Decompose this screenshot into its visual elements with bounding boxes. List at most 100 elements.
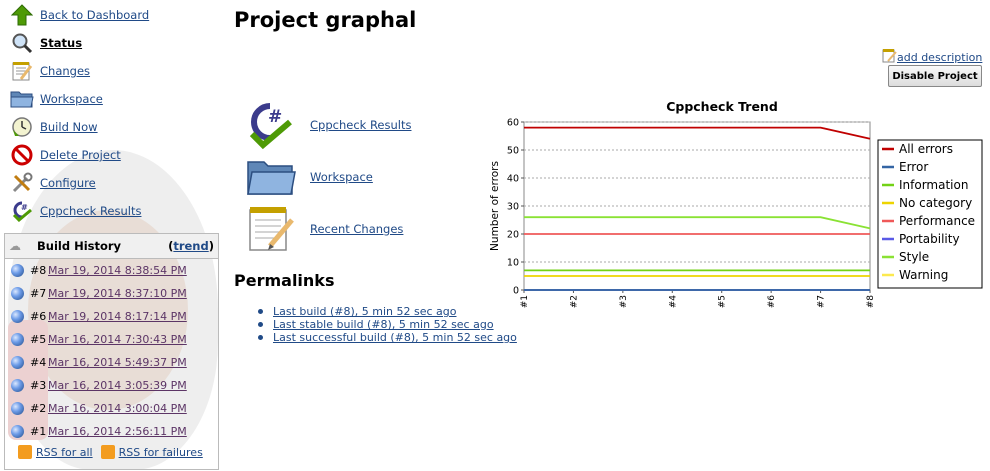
task-configure[interactable]: Configure <box>10 171 96 195</box>
main-link-workspace[interactable]: Workspace <box>246 152 373 202</box>
build-date-link[interactable]: Mar 19, 2014 8:38:54 PM <box>48 264 187 277</box>
y-tick-label: 30 <box>507 202 519 213</box>
build-date-link[interactable]: Mar 16, 2014 3:05:39 PM <box>48 379 187 392</box>
cppcheck-trend-chart: Cppcheck Trend 0 10 20 30 40 50 60 Number of err… <box>484 96 984 316</box>
legend-box <box>877 139 983 289</box>
build-row: #1 Mar 16, 2014 2:56:11 PM <box>5 420 218 443</box>
permalink-last-stable-build[interactable]: Last stable build (#8), 5 min 52 sec ago <box>273 318 494 331</box>
legend-entry: Warning <box>899 268 948 282</box>
rss-icon <box>18 445 32 459</box>
blue-ball-icon[interactable] <box>11 402 24 415</box>
build-row: #8 Mar 19, 2014 8:38:54 PM <box>5 259 218 282</box>
task-workspace[interactable]: Workspace <box>10 87 103 111</box>
y-tick-label: 10 <box>507 258 519 269</box>
task-cppcheck-results[interactable]: # Cppcheck Results <box>10 199 141 223</box>
svg-text:#: # <box>21 203 28 212</box>
blue-ball-icon[interactable] <box>11 310 24 323</box>
magnifier-icon <box>10 31 34 55</box>
trend-chart-svg: Cppcheck Trend 0 10 20 30 40 50 60 Number of err… <box>489 99 983 309</box>
build-date-link[interactable]: Mar 16, 2014 3:00:04 PM <box>48 402 187 415</box>
cppcheck-icon: # <box>10 199 34 223</box>
task-delete-project[interactable]: Delete Project <box>10 143 121 167</box>
blue-ball-icon[interactable] <box>11 379 24 392</box>
main-link-label[interactable]: Cppcheck Results <box>310 118 412 132</box>
x-tick-label: #3 <box>619 295 629 308</box>
permalink-last-successful-build[interactable]: Last successful build (#8), 5 min 52 sec… <box>273 331 517 344</box>
disable-project-button[interactable]: Disable Project <box>888 65 982 87</box>
x-tick-label: #5 <box>718 295 728 308</box>
y-tick-label: 0 <box>513 286 519 297</box>
build-history-header: ☁ Build History (trend) <box>5 234 218 259</box>
y-axis-label: Number of errors <box>489 161 501 251</box>
cppcheck-icon: # <box>246 100 296 150</box>
legend-entry: Performance <box>899 214 975 228</box>
notepad-icon <box>10 59 34 83</box>
blue-ball-icon[interactable] <box>11 333 24 346</box>
x-tick-label: #4 <box>668 295 678 309</box>
task-label[interactable]: Configure <box>40 176 96 190</box>
x-tick-label: #2 <box>569 295 579 308</box>
x-tick-label: #1 <box>520 295 530 308</box>
notepad-icon <box>882 48 897 66</box>
trend-link[interactable]: trend <box>173 239 209 253</box>
blue-ball-icon[interactable] <box>11 287 24 300</box>
task-label[interactable]: Build Now <box>40 120 98 134</box>
legend-entry: No category <box>899 196 972 210</box>
build-date-link[interactable]: Mar 16, 2014 5:49:37 PM <box>48 356 187 369</box>
permalink-item: Last build (#8), 5 min 52 sec ago <box>258 305 517 318</box>
task-label[interactable]: Delete Project <box>40 148 121 162</box>
folder-icon <box>246 152 296 202</box>
add-description[interactable]: add description <box>882 48 982 66</box>
build-history-panel: ☁ Build History (trend) #8 Mar 19, 2014 … <box>4 233 219 470</box>
build-row: #2 Mar 16, 2014 3:00:04 PM <box>5 397 218 420</box>
task-label[interactable]: Back to Dashboard <box>40 8 150 22</box>
blue-ball-icon[interactable] <box>11 425 24 438</box>
chart-title: Cppcheck Trend <box>666 99 778 114</box>
tools-icon <box>10 171 34 195</box>
legend-entry: Style <box>899 250 929 264</box>
permalink-item: Last stable build (#8), 5 min 52 sec ago <box>258 318 517 331</box>
build-date-link[interactable]: Mar 19, 2014 8:17:14 PM <box>48 310 187 323</box>
build-row: #5 Mar 16, 2014 7:30:43 PM <box>5 328 218 351</box>
task-label[interactable]: Cppcheck Results <box>40 204 142 218</box>
trend-wrapper: (trend) <box>168 239 214 253</box>
build-date-link[interactable]: Mar 16, 2014 7:30:43 PM <box>48 333 187 346</box>
trend-close-paren: ) <box>208 239 214 253</box>
build-number: #5 <box>30 333 47 346</box>
main-link-label[interactable]: Recent Changes <box>310 222 404 236</box>
x-tick-label: #8 <box>866 295 876 309</box>
rss-all-link[interactable]: RSS for all <box>36 445 93 459</box>
x-tick-label: #6 <box>767 295 777 309</box>
clock-build-icon <box>10 115 34 139</box>
task-changes[interactable]: Changes <box>10 59 90 83</box>
legend-entry: All errors <box>899 142 953 156</box>
legend-entry: Error <box>899 160 928 174</box>
build-number: #8 <box>30 264 47 277</box>
task-label[interactable]: Changes <box>40 64 91 78</box>
notepad-icon <box>246 204 296 254</box>
build-number: #4 <box>30 356 47 369</box>
task-status[interactable]: Status <box>10 31 82 55</box>
build-row: #4 Mar 16, 2014 5:49:37 PM <box>5 351 218 374</box>
task-back-to-dashboard[interactable]: Back to Dashboard <box>10 3 149 27</box>
main-link-label[interactable]: Workspace <box>310 170 373 184</box>
rss-links: RSS for all RSS for failures <box>18 445 203 459</box>
task-label[interactable]: Workspace <box>40 92 103 106</box>
task-label[interactable]: Status <box>40 36 83 50</box>
rss-failures-link[interactable]: RSS for failures <box>118 445 203 459</box>
add-description-link[interactable]: add description <box>897 50 983 64</box>
build-row: #7 Mar 19, 2014 8:37:10 PM <box>5 282 218 305</box>
main-link-recent-changes[interactable]: Recent Changes <box>246 204 403 254</box>
blue-ball-icon[interactable] <box>11 356 24 369</box>
series-line <box>524 216 871 230</box>
legend-entry: Portability <box>899 232 960 246</box>
y-tick-label: 40 <box>507 174 519 185</box>
task-build-now[interactable]: Build Now <box>10 115 98 139</box>
permalink-last-build[interactable]: Last build (#8), 5 min 52 sec ago <box>273 305 457 318</box>
blue-ball-icon[interactable] <box>11 264 24 277</box>
build-date-link[interactable]: Mar 16, 2014 2:56:11 PM <box>48 425 187 438</box>
build-date-link[interactable]: Mar 19, 2014 8:37:10 PM <box>48 287 187 300</box>
page-title: Project graphal <box>234 8 417 32</box>
build-row: #6 Mar 19, 2014 8:17:14 PM <box>5 305 218 328</box>
main-link-cppcheck-results[interactable]: # Cppcheck Results <box>246 100 411 150</box>
